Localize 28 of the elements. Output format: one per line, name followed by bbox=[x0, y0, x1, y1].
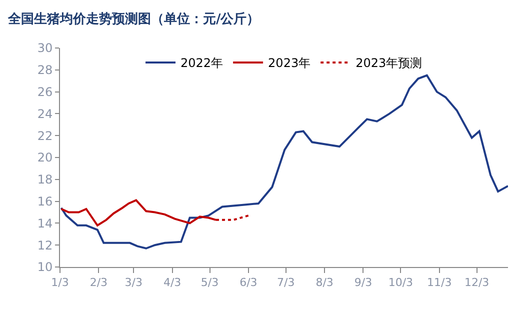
y-tick-label: 12 bbox=[37, 238, 53, 252]
y-tick-label: 24 bbox=[37, 106, 53, 121]
legend-label: 2022年 bbox=[180, 56, 224, 70]
legend-label: 2023年预测 bbox=[356, 56, 422, 70]
y-tick-label: 10 bbox=[37, 260, 53, 274]
y-tick-label: 18 bbox=[37, 172, 53, 187]
x-tick-label: 1/3 bbox=[51, 276, 69, 290]
x-tick-label: 10/3 bbox=[388, 276, 414, 290]
x-tick-label: 9/3 bbox=[354, 276, 372, 290]
y-tick-label: 14 bbox=[37, 216, 53, 230]
y-tick-label: 28 bbox=[37, 63, 53, 78]
x-tick-label: 2/3 bbox=[90, 276, 108, 290]
x-tick-label: 12/3 bbox=[464, 276, 490, 290]
y-tick-label: 16 bbox=[37, 194, 53, 208]
x-tick-label: 5/3 bbox=[200, 276, 219, 290]
x-tick-label: 4/3 bbox=[163, 276, 182, 290]
legend-label: 2023年 bbox=[268, 56, 311, 70]
x-tick-label: 7/3 bbox=[277, 276, 295, 290]
x-tick-label: 6/3 bbox=[240, 276, 258, 290]
x-tick-label: 3/3 bbox=[124, 276, 142, 290]
y-tick-label: 30 bbox=[37, 41, 53, 56]
x-tick-label: 11/3 bbox=[427, 276, 452, 290]
chart-title: 全国生猪均价走势预测图（单位：元/公斤） bbox=[6, 11, 260, 28]
x-tick-label: 8/3 bbox=[316, 276, 334, 290]
y-tick-label: 20 bbox=[37, 150, 53, 165]
y-tick-label: 22 bbox=[37, 128, 53, 143]
y-tick-label: 26 bbox=[37, 85, 53, 99]
line-series bbox=[60, 74, 508, 250]
